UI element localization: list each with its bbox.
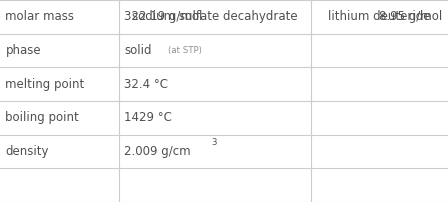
- Text: density: density: [5, 145, 49, 158]
- Text: sodium sulfate decahydrate: sodium sulfate decahydrate: [132, 10, 298, 23]
- Text: melting point: melting point: [5, 78, 85, 91]
- Text: molar mass: molar mass: [5, 10, 74, 23]
- Text: solid: solid: [124, 44, 151, 57]
- Text: 32.4 °C: 32.4 °C: [124, 78, 168, 91]
- Text: 2.009 g/cm: 2.009 g/cm: [124, 145, 191, 158]
- Text: boiling point: boiling point: [5, 111, 79, 124]
- Text: 1429 °C: 1429 °C: [124, 111, 172, 124]
- Text: lithium deuteride: lithium deuteride: [328, 10, 431, 23]
- Text: 8.95 g/mol: 8.95 g/mol: [379, 10, 443, 23]
- Text: phase: phase: [5, 44, 41, 57]
- Text: (at STP): (at STP): [168, 46, 202, 55]
- Text: 322.19 g/mol: 322.19 g/mol: [124, 10, 202, 23]
- Text: 3: 3: [211, 138, 217, 147]
